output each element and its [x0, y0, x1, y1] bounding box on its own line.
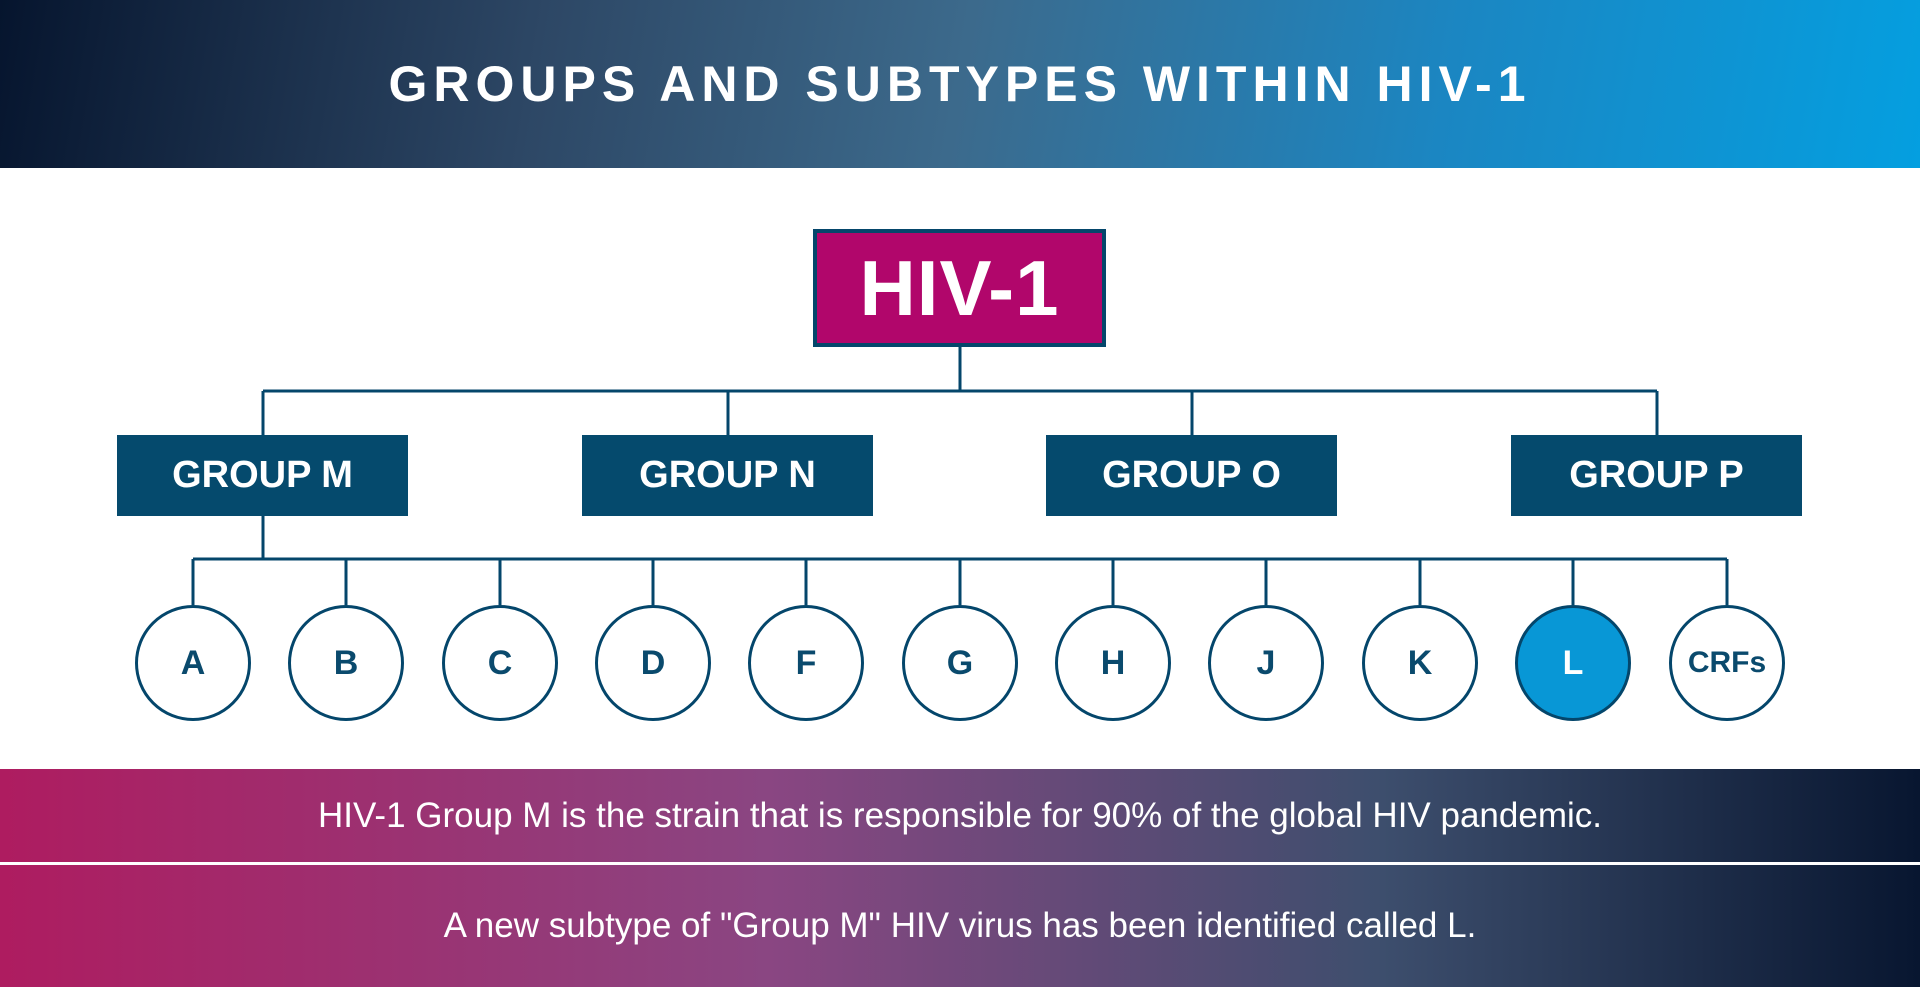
- subtype-node-k: K: [1362, 605, 1478, 721]
- page-title: GROUPS AND SUBTYPES WITHIN HIV-1: [388, 56, 1532, 112]
- subtype-node-a: A: [135, 605, 251, 721]
- group-node-label: GROUP M: [172, 454, 353, 496]
- group-node-n: GROUP N: [582, 435, 873, 516]
- group-node-p: GROUP P: [1511, 435, 1802, 516]
- subtype-label: CRFs: [1687, 646, 1767, 679]
- group-node-m: GROUP M: [117, 435, 408, 516]
- subtype-label: H: [1100, 643, 1126, 682]
- root-node-label: HIV-1: [859, 243, 1060, 332]
- note-text: HIV-1 Group M is the strain that is resp…: [318, 795, 1602, 835]
- group-node-o: GROUP O: [1046, 435, 1337, 516]
- subtype-node-crfs: CRFs: [1669, 605, 1785, 721]
- subtype-node-f: F: [748, 605, 864, 721]
- note-band-subtype-l: A new subtype of "Group M" HIV virus has…: [0, 865, 1920, 987]
- subtype-node-d: D: [595, 605, 711, 721]
- subtype-label: C: [487, 643, 513, 682]
- subtype-node-l-highlighted: L: [1515, 605, 1631, 721]
- note-text: A new subtype of "Group M" HIV virus has…: [443, 906, 1477, 945]
- note-band-group-m: HIV-1 Group M is the strain that is resp…: [0, 769, 1920, 862]
- subtype-label: A: [180, 643, 206, 682]
- subtype-node-j: J: [1208, 605, 1324, 721]
- subtype-label: L: [1562, 643, 1584, 682]
- subtype-label: K: [1407, 643, 1433, 682]
- subtype-label: D: [640, 643, 666, 682]
- subtype-node-g: G: [902, 605, 1018, 721]
- subtype-node-h: H: [1055, 605, 1171, 721]
- subtype-label: J: [1256, 643, 1276, 682]
- root-node-hiv-1: HIV-1: [813, 229, 1106, 347]
- group-node-label: GROUP P: [1569, 454, 1744, 496]
- header-banner: GROUPS AND SUBTYPES WITHIN HIV-1: [0, 0, 1920, 168]
- group-node-label: GROUP O: [1102, 454, 1281, 496]
- subtype-label: G: [946, 643, 974, 682]
- subtype-node-c: C: [442, 605, 558, 721]
- group-node-label: GROUP N: [639, 454, 816, 496]
- subtype-label: B: [333, 643, 359, 682]
- subtype-node-b: B: [288, 605, 404, 721]
- subtype-label: F: [795, 643, 817, 682]
